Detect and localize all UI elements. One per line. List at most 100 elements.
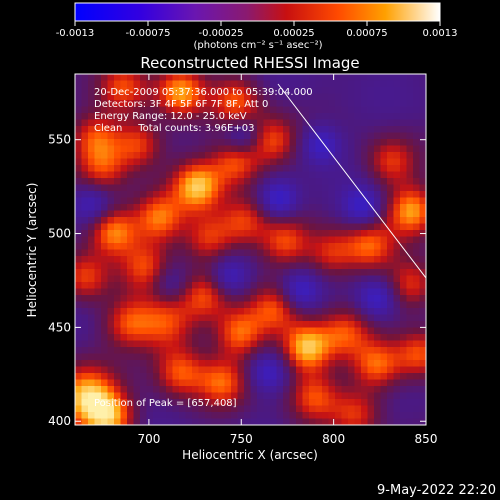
image-pixel: [166, 308, 173, 315]
image-pixel: [322, 178, 329, 185]
image-pixel: [315, 87, 323, 94]
image-pixel: [192, 405, 199, 413]
image-pixel: [348, 340, 355, 348]
image-pixel: [146, 152, 154, 159]
image-pixel: [81, 126, 89, 133]
image-pixel: [348, 249, 355, 257]
image-pixel: [153, 126, 160, 133]
image-pixel: [419, 366, 426, 374]
image-pixel: [185, 184, 193, 192]
image-pixel: [393, 353, 401, 361]
image-pixel: [153, 347, 160, 354]
image-pixel: [127, 197, 134, 205]
image-pixel: [315, 314, 323, 322]
image-pixel: [231, 314, 238, 322]
image-pixel: [244, 145, 251, 153]
image-pixel: [107, 399, 115, 406]
image-pixel: [400, 158, 407, 166]
image-pixel: [224, 386, 232, 393]
image-pixel: [406, 230, 414, 237]
image-pixel: [387, 386, 394, 393]
image-pixel: [270, 269, 277, 276]
image-pixel: [133, 353, 141, 361]
image-pixel: [166, 327, 173, 335]
image-pixel: [289, 295, 297, 302]
image-pixel: [328, 412, 336, 419]
image-pixel: [296, 93, 303, 101]
image-pixel: [283, 243, 290, 250]
image-pixel: [328, 113, 336, 120]
image-pixel: [322, 243, 329, 250]
image-pixel: [393, 301, 401, 309]
image-pixel: [348, 100, 355, 107]
image-pixel: [205, 347, 212, 354]
image-pixel: [185, 119, 193, 127]
image-pixel: [198, 256, 206, 263]
image-pixel: [283, 353, 290, 361]
image-pixel: [335, 87, 342, 94]
image-pixel: [413, 119, 420, 127]
image-pixel: [367, 353, 375, 361]
image-pixel: [380, 152, 388, 159]
image-pixel: [172, 139, 180, 146]
image-pixel: [198, 171, 206, 179]
image-pixel: [120, 353, 128, 361]
image-pixel: [367, 249, 375, 257]
image-pixel: [140, 392, 147, 400]
image-pixel: [283, 327, 290, 335]
image-pixel: [127, 360, 134, 367]
image-pixel: [198, 347, 206, 354]
image-pixel: [263, 210, 271, 218]
image-pixel: [257, 353, 264, 361]
image-pixel: [192, 126, 199, 133]
image-pixel: [146, 360, 154, 367]
image-pixel: [380, 165, 388, 172]
image-pixel: [75, 373, 82, 380]
image-pixel: [374, 379, 381, 387]
image-pixel: [387, 243, 394, 250]
image-pixel: [179, 191, 186, 198]
image-pixel: [185, 191, 193, 198]
image-pixel: [94, 100, 102, 107]
image-pixel: [276, 243, 284, 250]
image-pixel: [107, 191, 115, 198]
image-pixel: [387, 145, 394, 153]
image-pixel: [211, 262, 219, 270]
image-pixel: [166, 100, 173, 107]
image-pixel: [354, 204, 362, 211]
image-pixel: [114, 171, 121, 179]
image-pixel: [361, 100, 368, 107]
image-pixel: [393, 360, 401, 367]
image-pixel: [309, 106, 316, 114]
image-pixel: [374, 243, 381, 250]
image-pixel: [276, 178, 284, 185]
image-pixel: [387, 340, 394, 348]
image-pixel: [218, 152, 225, 159]
image-pixel: [185, 308, 193, 315]
image-pixel: [153, 171, 160, 179]
y-tick-label: 450: [48, 320, 71, 334]
image-pixel: [348, 230, 355, 237]
image-pixel: [88, 249, 95, 257]
image-pixel: [185, 347, 193, 354]
image-pixel: [146, 197, 154, 205]
image-pixel: [198, 204, 206, 211]
image-pixel: [127, 321, 134, 328]
image-pixel: [146, 275, 154, 283]
image-pixel: [159, 184, 167, 192]
image-pixel: [413, 132, 420, 140]
image-pixel: [133, 191, 141, 198]
image-pixel: [387, 80, 394, 88]
image-pixel: [81, 275, 89, 283]
image-pixel: [172, 249, 180, 257]
image-pixel: [101, 165, 108, 172]
image-pixel: [283, 100, 290, 107]
image-pixel: [185, 295, 193, 302]
image-pixel: [380, 223, 388, 231]
image-pixel: [419, 334, 426, 341]
image-pixel: [276, 145, 284, 153]
image-pixel: [276, 327, 284, 335]
image-pixel: [94, 269, 102, 276]
image-pixel: [94, 230, 102, 237]
image-pixel: [231, 262, 238, 270]
